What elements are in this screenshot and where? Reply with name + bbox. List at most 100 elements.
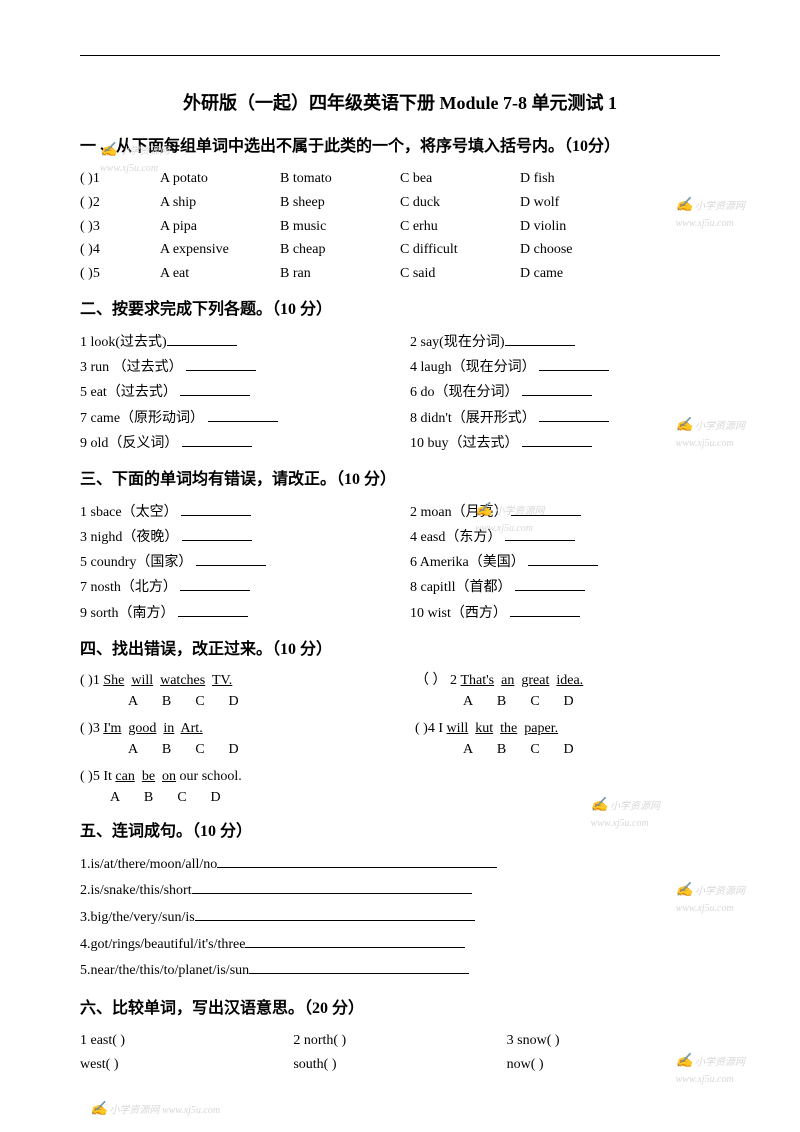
word: can bbox=[115, 769, 134, 784]
opt-d: D choose bbox=[520, 238, 620, 262]
blank bbox=[528, 552, 598, 566]
opt: D bbox=[554, 739, 584, 760]
blank bbox=[180, 382, 250, 396]
abcd: A B C D bbox=[415, 739, 720, 760]
label: 9 sorth（南方） bbox=[80, 606, 175, 621]
blank bbox=[515, 577, 585, 591]
q-num: ( )3 bbox=[80, 215, 160, 239]
blank bbox=[505, 527, 575, 541]
item: 5 coundry（国家） bbox=[80, 550, 390, 575]
word: an bbox=[501, 673, 514, 688]
opt-b: B sheep bbox=[280, 191, 400, 215]
q4-3: ( )3 I'm good in Art. A B C D bbox=[80, 718, 385, 760]
opt-c: C duck bbox=[400, 191, 520, 215]
word: will bbox=[447, 721, 469, 736]
text: 3.big/the/very/sun/is bbox=[80, 910, 195, 925]
abcd: A B C D bbox=[80, 739, 385, 760]
blank bbox=[192, 880, 472, 894]
prefix: （ ） 2 bbox=[415, 673, 461, 688]
opt-c: C said bbox=[400, 262, 520, 286]
q-num: ( )2 bbox=[80, 191, 160, 215]
blank bbox=[245, 934, 465, 948]
opt: D bbox=[201, 787, 231, 808]
opt: B bbox=[134, 787, 164, 808]
item: 1 sbace（太空） bbox=[80, 500, 390, 525]
cell: south( ) bbox=[293, 1053, 506, 1077]
blank bbox=[539, 357, 609, 371]
label: 5 coundry（国家） bbox=[80, 555, 192, 570]
item: 7 came（原形动词） bbox=[80, 406, 390, 431]
leaf-icon: ✍ bbox=[90, 1102, 107, 1117]
opt: D bbox=[554, 691, 584, 712]
blank bbox=[249, 960, 469, 974]
cell: 2 north( ) bbox=[293, 1029, 506, 1053]
text: 5.near/the/this/to/planet/is/sun bbox=[80, 963, 249, 978]
section6-body: 1 east( ) 2 north( ) 3 snow( ) west( ) s… bbox=[80, 1029, 720, 1077]
item: 2 say(现在分词) bbox=[410, 330, 720, 355]
blank bbox=[182, 527, 252, 541]
item: 9 old（反义词） bbox=[80, 431, 390, 456]
line: 3.big/the/very/sun/is bbox=[80, 905, 720, 932]
opt-a: A potato bbox=[160, 167, 280, 191]
blank bbox=[208, 408, 278, 422]
blank bbox=[510, 603, 580, 617]
word: I'm bbox=[103, 721, 121, 736]
opt: D bbox=[219, 691, 249, 712]
blank bbox=[196, 552, 266, 566]
q4-4: ( )4 I will kut the paper. A B C D bbox=[415, 718, 720, 760]
blank bbox=[217, 854, 497, 868]
opt: A bbox=[118, 739, 148, 760]
blank bbox=[182, 433, 252, 447]
section4-heading: 四、找出错误，改正过来。（10 分） bbox=[80, 638, 720, 662]
label: 3 nighd（夜晚） bbox=[80, 530, 178, 545]
opt: C bbox=[185, 691, 215, 712]
word: great bbox=[521, 673, 549, 688]
word: the bbox=[500, 721, 517, 736]
item: 5 eat（过去式） bbox=[80, 380, 390, 405]
blank bbox=[522, 382, 592, 396]
q-row: ( )5 A eat B ran C said D came bbox=[80, 262, 720, 286]
opt: A bbox=[453, 739, 483, 760]
opt-a: A ship bbox=[160, 191, 280, 215]
word: good bbox=[128, 721, 156, 736]
opt-a: A eat bbox=[160, 262, 280, 286]
item: 10 wist（西方） bbox=[410, 601, 720, 626]
blank bbox=[180, 577, 250, 591]
opt: C bbox=[185, 739, 215, 760]
tail: our school. bbox=[180, 769, 242, 784]
item: 7 nosth（北方） bbox=[80, 575, 390, 600]
item: 4 easd（东方） bbox=[410, 525, 720, 550]
blank bbox=[167, 332, 237, 346]
label: 7 nosth（北方） bbox=[80, 580, 177, 595]
q-num: ( )5 bbox=[80, 262, 160, 286]
opt-a: A expensive bbox=[160, 238, 280, 262]
label: 4 easd（东方） bbox=[410, 530, 501, 545]
section3-body: 1 sbace（太空） 2 moan（月亮） 3 nighd（夜晚） 4 eas… bbox=[80, 500, 720, 626]
word: TV. bbox=[212, 673, 232, 688]
line: 5.near/the/this/to/planet/is/sun bbox=[80, 958, 720, 985]
section6-heading: 六、比较单词，写出汉语意思。（20 分） bbox=[80, 997, 720, 1021]
opt-c: C bea bbox=[400, 167, 520, 191]
label: 5 eat（过去式） bbox=[80, 385, 177, 400]
q-row: ( )3 A pipa B music C erhu D violin bbox=[80, 215, 720, 239]
item: 1 look(过去式) bbox=[80, 330, 390, 355]
q4-2: （ ） 2 That's an great idea. A B C D bbox=[415, 670, 720, 712]
q-row: ( )1 A potato B tomato C bea D fish bbox=[80, 167, 720, 191]
label: 8 capitll（首都） bbox=[410, 580, 512, 595]
label: 4 laugh（现在分词） bbox=[410, 360, 536, 375]
blank bbox=[522, 433, 592, 447]
item: 6 Amerika（美国） bbox=[410, 550, 720, 575]
abcd: A B C D bbox=[415, 691, 720, 712]
word: on bbox=[162, 769, 176, 784]
item: 3 run （过去式） bbox=[80, 355, 390, 380]
section4-body: ( )1 She will watches TV. A B C D （ ） 2 … bbox=[80, 670, 720, 808]
line: 4.got/rings/beautiful/it's/three bbox=[80, 932, 720, 959]
opt: D bbox=[219, 739, 249, 760]
section5-heading: 五、连词成句。（10 分） bbox=[80, 820, 720, 844]
item: 10 buy（过去式） bbox=[410, 431, 720, 456]
prefix: ( )3 bbox=[80, 721, 103, 736]
opt-b: B cheap bbox=[280, 238, 400, 262]
word: paper. bbox=[524, 721, 558, 736]
word: That's bbox=[461, 673, 495, 688]
blank bbox=[505, 332, 575, 346]
